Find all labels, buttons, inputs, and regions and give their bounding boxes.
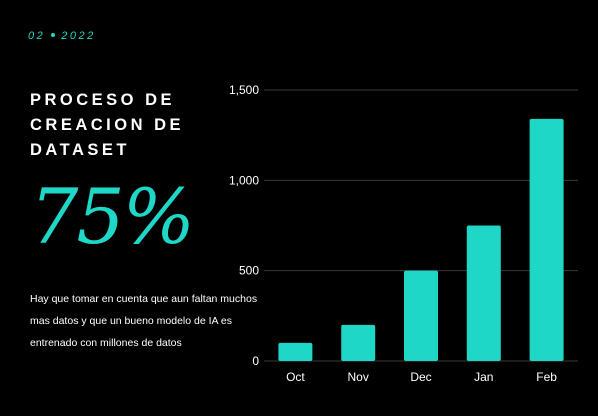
y-tick-label: 1,500 [229, 83, 259, 97]
bar-jan [466, 225, 501, 361]
date-month: 02 [28, 30, 46, 42]
bar-oct [278, 342, 313, 361]
date-year: 2022 [61, 30, 96, 42]
separator-dot-icon [51, 33, 56, 38]
bar-nov [341, 324, 376, 361]
page-title: PROCESO DE CREACION DE DATASET [30, 91, 185, 159]
bar-feb [529, 118, 564, 361]
x-tick-label: Jan [474, 370, 493, 384]
y-tick-label: 1,000 [229, 173, 259, 187]
chart-x-axis: Oct Nov Dec Jan Feb [286, 370, 557, 384]
x-tick-label: Oct [286, 370, 305, 384]
highlight-percentage: 75% [30, 172, 195, 261]
date-line: 02 2022 [28, 30, 96, 42]
description-text: Hay que tomar en cuenta que aun faltan m… [30, 293, 258, 349]
x-tick-label: Dec [410, 370, 431, 384]
y-tick-label: 0 [252, 354, 259, 368]
bar-dec [404, 270, 438, 361]
x-tick-label: Nov [348, 370, 369, 384]
x-tick-label: Feb [536, 370, 557, 384]
y-tick-label: 500 [239, 264, 259, 278]
chart-bars [278, 118, 564, 361]
chart-y-axis: 0 500 1,000 1,500 [229, 83, 259, 368]
